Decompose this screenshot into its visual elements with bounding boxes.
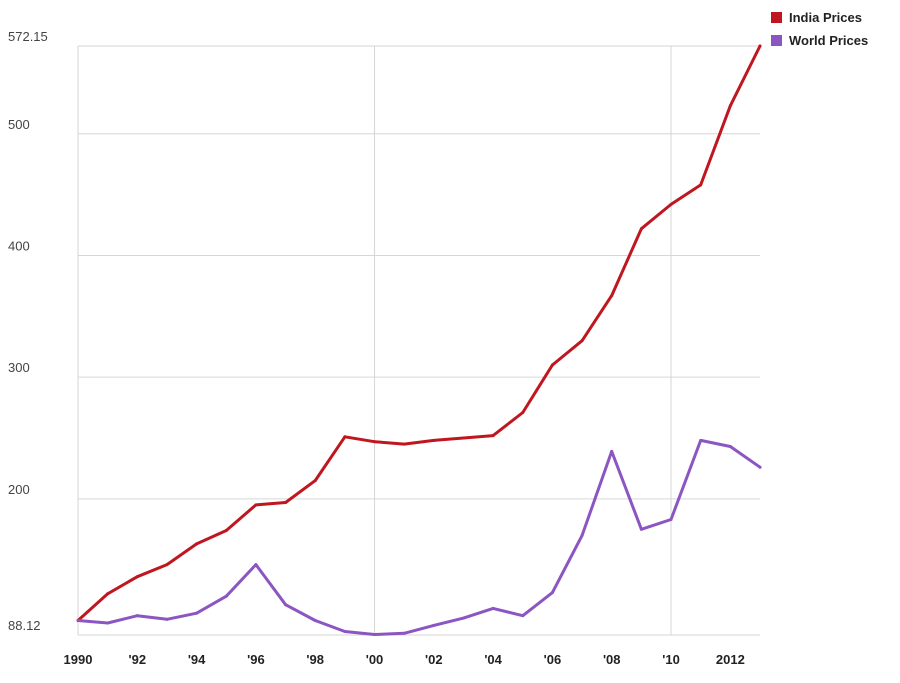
data-point [284, 603, 288, 607]
legend-label: India Prices [789, 10, 862, 25]
data-point [195, 542, 199, 546]
x-tick-label: '94 [188, 652, 206, 667]
y-tick-label: 400 [8, 238, 30, 253]
data-point [699, 438, 703, 442]
legend: India Prices World Prices [771, 10, 868, 48]
data-point [373, 440, 377, 444]
data-point [550, 591, 554, 595]
data-point [758, 465, 762, 469]
data-point [165, 617, 169, 621]
data-point [254, 563, 258, 567]
y-tick-label: 88.12 [8, 618, 41, 633]
legend-label: World Prices [789, 33, 868, 48]
x-tick-label: '02 [425, 652, 443, 667]
data-point [580, 533, 584, 537]
data-point [224, 528, 228, 532]
series-lines [76, 44, 762, 637]
data-point [402, 631, 406, 635]
gridlines [77, 45, 760, 636]
x-tick-label: '98 [306, 652, 324, 667]
data-point [521, 614, 525, 618]
data-point [550, 363, 554, 367]
data-point [758, 44, 762, 48]
data-point [343, 629, 347, 633]
data-point [284, 501, 288, 505]
data-point [669, 518, 673, 522]
data-point [461, 616, 465, 620]
data-point [224, 594, 228, 598]
data-point [491, 434, 495, 438]
data-point [669, 202, 673, 206]
x-tick-label: '92 [129, 652, 147, 667]
data-point [106, 592, 110, 596]
x-tick-label: '08 [603, 652, 621, 667]
data-point [610, 449, 614, 453]
data-point [165, 563, 169, 567]
legend-swatch [771, 12, 782, 23]
data-point [699, 183, 703, 187]
data-point [728, 445, 732, 449]
data-point [313, 479, 317, 483]
data-point [135, 614, 139, 618]
x-tick-label: 2012 [716, 652, 745, 667]
x-axis-labels: 1990 '92 '94 '96 '98 '00 '02 '04 '06 '08 '10 2012 [64, 652, 745, 667]
x-tick-label: '96 [247, 652, 265, 667]
y-tick-label: 572.15 [8, 29, 48, 44]
data-point [521, 410, 525, 414]
data-point [432, 438, 436, 442]
y-tick-label: 500 [8, 117, 30, 132]
series-line-india-prices [76, 44, 762, 622]
data-point [135, 575, 139, 579]
data-point [343, 435, 347, 439]
data-point [373, 633, 377, 637]
y-axis-labels: 88.12 200 300 400 500 572.15 [8, 29, 48, 633]
x-tick-label: '10 [662, 652, 680, 667]
data-point [76, 619, 80, 623]
x-tick-label: '06 [544, 652, 562, 667]
data-point [313, 619, 317, 623]
data-point [610, 294, 614, 298]
data-point [639, 227, 643, 231]
legend-swatch [771, 35, 782, 46]
data-point [432, 623, 436, 627]
data-point [580, 339, 584, 343]
data-point [491, 606, 495, 610]
y-tick-label: 200 [8, 482, 30, 497]
data-point [728, 104, 732, 108]
x-tick-label: 1990 [64, 652, 93, 667]
x-tick-label: '04 [484, 652, 502, 667]
data-point [106, 621, 110, 625]
y-tick-label: 300 [8, 360, 30, 375]
data-point [195, 611, 199, 615]
x-tick-label: '00 [366, 652, 384, 667]
series-line-world-prices [76, 438, 762, 636]
data-point [402, 442, 406, 446]
data-point [461, 436, 465, 440]
data-point [254, 503, 258, 507]
data-point [639, 527, 643, 531]
